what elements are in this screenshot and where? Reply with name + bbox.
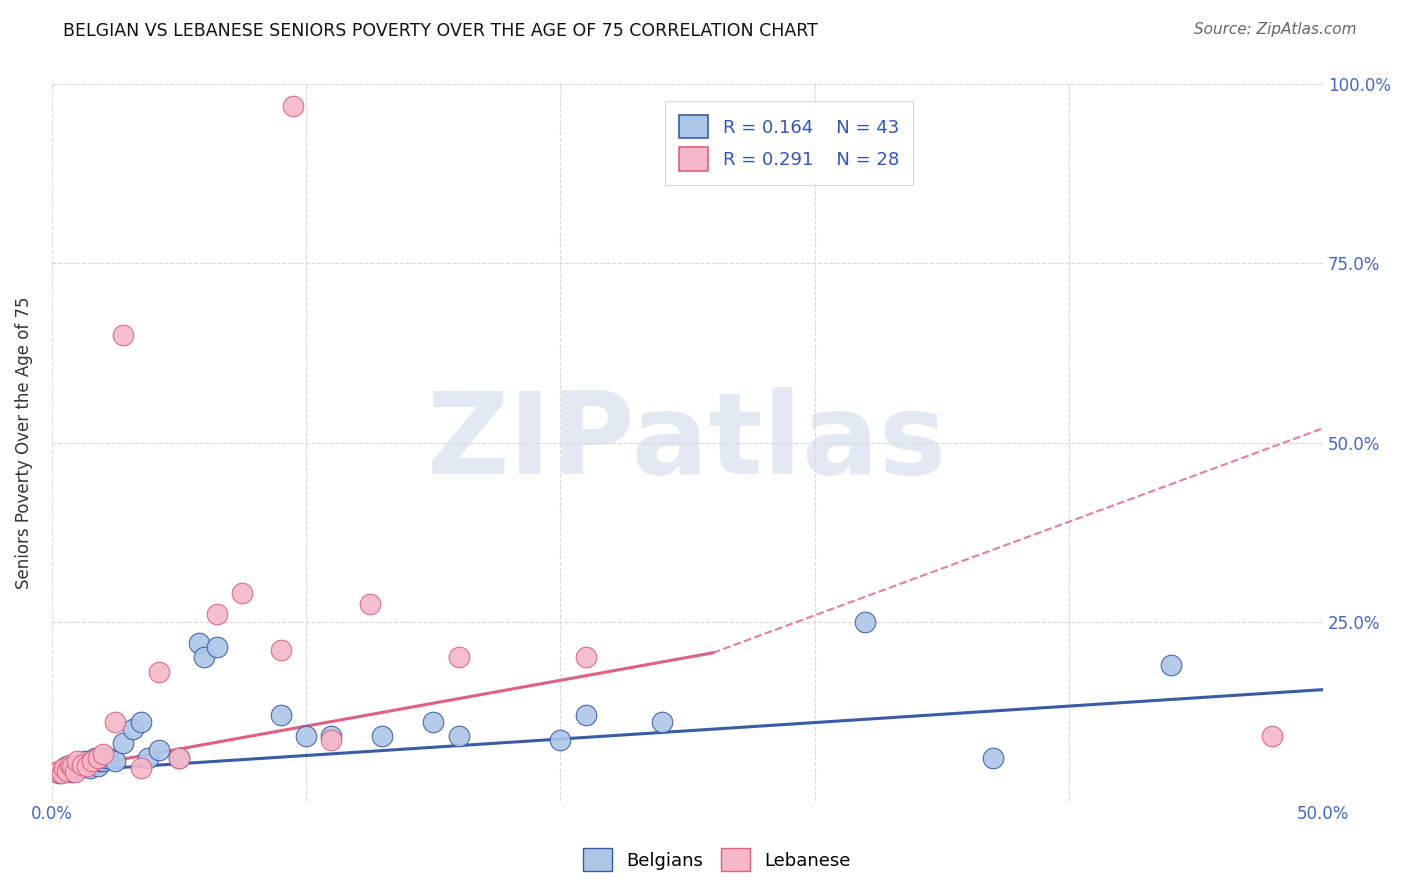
Point bbox=[53, 761, 76, 775]
Point bbox=[89, 754, 111, 768]
Point bbox=[205, 640, 228, 654]
Point bbox=[148, 665, 170, 679]
Point bbox=[104, 754, 127, 768]
Text: Source: ZipAtlas.com: Source: ZipAtlas.com bbox=[1194, 22, 1357, 37]
Point bbox=[321, 732, 343, 747]
Point bbox=[111, 328, 134, 343]
Point bbox=[79, 761, 101, 775]
Point bbox=[97, 750, 120, 764]
Point bbox=[72, 759, 94, 773]
Point bbox=[575, 650, 598, 665]
Point bbox=[69, 761, 91, 775]
Point bbox=[188, 636, 211, 650]
Point bbox=[270, 643, 292, 657]
Point bbox=[51, 766, 73, 780]
Point bbox=[48, 766, 70, 780]
Legend: Belgians, Lebanese: Belgians, Lebanese bbox=[576, 841, 858, 879]
Point bbox=[321, 729, 343, 743]
Point bbox=[66, 754, 89, 768]
Point bbox=[981, 750, 1004, 764]
Point bbox=[129, 714, 152, 729]
Point bbox=[138, 750, 160, 764]
Point bbox=[91, 747, 114, 761]
Point bbox=[58, 757, 80, 772]
Point bbox=[82, 754, 104, 768]
Point bbox=[1261, 729, 1284, 743]
Point bbox=[91, 754, 114, 768]
Point bbox=[1160, 657, 1182, 672]
Point bbox=[193, 650, 215, 665]
Point bbox=[66, 757, 89, 772]
Point bbox=[94, 750, 117, 764]
Point bbox=[205, 607, 228, 622]
Point bbox=[86, 759, 108, 773]
Point bbox=[58, 764, 80, 778]
Point bbox=[72, 757, 94, 772]
Legend: R = 0.164    N = 43, R = 0.291    N = 28: R = 0.164 N = 43, R = 0.291 N = 28 bbox=[665, 101, 914, 185]
Point bbox=[48, 764, 70, 778]
Point bbox=[51, 764, 73, 778]
Point bbox=[84, 750, 107, 764]
Point bbox=[63, 764, 86, 779]
Point bbox=[129, 761, 152, 775]
Text: ZIPatlas: ZIPatlas bbox=[427, 387, 948, 498]
Point bbox=[122, 722, 145, 736]
Y-axis label: Seniors Poverty Over the Age of 75: Seniors Poverty Over the Age of 75 bbox=[15, 296, 32, 589]
Point bbox=[447, 729, 470, 743]
Text: BELGIAN VS LEBANESE SENIORS POVERTY OVER THE AGE OF 75 CORRELATION CHART: BELGIAN VS LEBANESE SENIORS POVERTY OVER… bbox=[63, 22, 818, 40]
Point bbox=[45, 764, 67, 779]
Point bbox=[86, 750, 108, 764]
Point bbox=[53, 761, 76, 775]
Point bbox=[167, 750, 190, 764]
Point bbox=[73, 754, 96, 768]
Point bbox=[76, 759, 98, 773]
Point bbox=[76, 757, 98, 772]
Point bbox=[56, 759, 79, 773]
Point bbox=[359, 597, 381, 611]
Point bbox=[104, 714, 127, 729]
Point bbox=[651, 714, 673, 729]
Point bbox=[111, 736, 134, 750]
Point bbox=[283, 99, 305, 113]
Point bbox=[60, 764, 83, 779]
Point bbox=[231, 586, 253, 600]
Point bbox=[167, 750, 190, 764]
Point bbox=[45, 764, 67, 779]
Point bbox=[371, 729, 394, 743]
Point bbox=[82, 754, 104, 768]
Point bbox=[63, 761, 86, 775]
Point bbox=[575, 707, 598, 722]
Point bbox=[855, 615, 877, 629]
Point bbox=[550, 732, 572, 747]
Point bbox=[148, 743, 170, 757]
Point bbox=[295, 729, 318, 743]
Point bbox=[60, 759, 83, 773]
Point bbox=[270, 707, 292, 722]
Point bbox=[447, 650, 470, 665]
Point bbox=[422, 714, 444, 729]
Point bbox=[56, 764, 79, 778]
